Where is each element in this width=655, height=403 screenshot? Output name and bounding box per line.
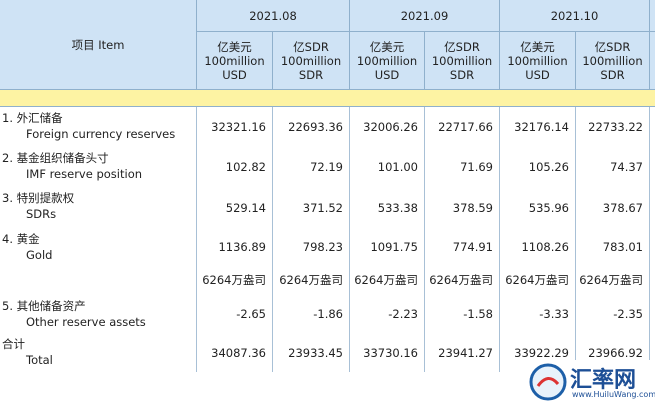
cell-value: 6264万盎司 bbox=[500, 265, 576, 295]
cell-value: 33922.29 bbox=[500, 333, 576, 372]
unit-text: 100million bbox=[507, 53, 568, 68]
yellow-band bbox=[0, 90, 655, 107]
cell-value: 22693.36 bbox=[273, 107, 350, 147]
row-label-en: Gold bbox=[26, 248, 53, 262]
row-label-en: Other reserve assets bbox=[26, 315, 146, 329]
unit-text: 亿SDR bbox=[293, 39, 329, 54]
cell-value: 6264万盎司 bbox=[273, 265, 350, 295]
cell-value: -3.33 bbox=[500, 295, 576, 333]
unit-header: 亿SDR 100million SDR bbox=[273, 32, 350, 90]
row-label-en: IMF reserve position bbox=[26, 167, 143, 181]
cell-value: 1108.26 bbox=[500, 228, 576, 265]
row-label-cn: 合计 bbox=[2, 337, 25, 351]
unit-text: USD bbox=[374, 67, 400, 82]
row-label-en: Foreign currency reserves bbox=[26, 127, 176, 141]
cell-value: 32006.26 bbox=[350, 107, 425, 147]
cell-value: 535.96 bbox=[500, 187, 576, 228]
cell-value: 1136.89 bbox=[197, 228, 273, 265]
cell-value: 798.23 bbox=[273, 228, 350, 265]
cell-value: 6264万盎司 bbox=[350, 265, 425, 295]
cell-value: 529.14 bbox=[197, 187, 273, 228]
cell-value: 774.91 bbox=[425, 228, 500, 265]
cell-value: 102.82 bbox=[197, 147, 273, 187]
cell-value: 34087.36 bbox=[197, 333, 273, 372]
cell-value: 23941.27 bbox=[425, 333, 500, 372]
cell-value bbox=[650, 187, 655, 228]
unit-text: 100million bbox=[582, 53, 643, 68]
row-label-cn: 5. 其他储备资产 bbox=[2, 299, 86, 313]
row-label-en: Total bbox=[26, 353, 53, 367]
row-label-cn: 3. 特别提款权 bbox=[2, 191, 75, 205]
cell-value: 6264万盎司 bbox=[576, 265, 650, 295]
left-divider bbox=[196, 107, 197, 372]
unit-header: 亿美元 100million USD bbox=[350, 32, 425, 90]
period-header: 2021.09 bbox=[350, 0, 500, 32]
unit-text: 亿美元 bbox=[217, 39, 252, 54]
cell-value: 533.38 bbox=[350, 187, 425, 228]
cell-value: -2.65 bbox=[197, 295, 273, 333]
watermark: 汇率网 www.HuiluWang.com bbox=[520, 360, 655, 403]
cell-value: -2.23 bbox=[350, 295, 425, 333]
unit-text: 100million bbox=[356, 53, 418, 68]
row-label-cn: 2. 基金组织储备头寸 bbox=[2, 151, 109, 165]
unit-header: 亿美元 100million USD bbox=[197, 32, 273, 90]
cell-value: 23966.92 bbox=[576, 333, 650, 372]
cell-value: 72.19 bbox=[273, 147, 350, 187]
cell-value: 6264万盎司 bbox=[425, 265, 500, 295]
unit-text: 亿SDR bbox=[594, 39, 631, 54]
cell-value: 23933.45 bbox=[273, 333, 350, 372]
cell-value: -1.58 bbox=[425, 295, 500, 333]
unit-header bbox=[650, 32, 655, 90]
watermark-url: www.HuiluWang.com bbox=[572, 390, 655, 399]
unit-text: SDR bbox=[298, 67, 324, 82]
unit-text: 100million bbox=[431, 53, 493, 68]
cell-value: -1.86 bbox=[273, 295, 350, 333]
cell-value bbox=[650, 265, 655, 295]
row-label-en: SDRs bbox=[26, 207, 57, 221]
cell-value: 105.26 bbox=[500, 147, 576, 187]
cell-value: 101.00 bbox=[350, 147, 425, 187]
unit-text: 亿美元 bbox=[369, 39, 405, 54]
unit-text: SDR bbox=[600, 67, 625, 82]
item-header: 项目 Item bbox=[0, 0, 197, 90]
cell-value: 22733.22 bbox=[576, 107, 650, 147]
unit-text: 亿美元 bbox=[520, 39, 555, 54]
cell-value: 74.37 bbox=[576, 147, 650, 187]
unit-header: 亿SDR 100million SDR bbox=[576, 32, 650, 90]
cell-value bbox=[650, 147, 655, 187]
cell-value: 1091.75 bbox=[350, 228, 425, 265]
watermark-title: 汇率网 bbox=[570, 367, 637, 393]
period-header: 2021.10 bbox=[500, 0, 650, 32]
watermark-logo bbox=[529, 363, 567, 401]
cell-value: 32321.16 bbox=[197, 107, 273, 147]
cell-value: 378.67 bbox=[576, 187, 650, 228]
cell-value bbox=[650, 107, 655, 147]
unit-header: 亿美元 100million USD bbox=[500, 32, 576, 90]
cell-value: 22717.66 bbox=[425, 107, 500, 147]
cell-value bbox=[650, 228, 655, 265]
row-label-cn: 4. 黄金 bbox=[2, 232, 40, 246]
row-label-cn: 1. 外汇储备 bbox=[2, 111, 63, 125]
unit-text: USD bbox=[525, 67, 550, 82]
cell-value: 783.01 bbox=[576, 228, 650, 265]
unit-text: 100million bbox=[280, 53, 342, 68]
unit-text: SDR bbox=[449, 67, 475, 82]
cell-value: 33730.16 bbox=[350, 333, 425, 372]
cell-value: 6264万盎司 bbox=[197, 265, 273, 295]
unit-text: 100million bbox=[204, 53, 265, 68]
period-header bbox=[650, 0, 655, 32]
cell-value: 32176.14 bbox=[500, 107, 576, 147]
cell-value bbox=[650, 295, 655, 333]
cell-value: 378.59 bbox=[425, 187, 500, 228]
period-header: 2021.08 bbox=[197, 0, 350, 32]
unit-text: USD bbox=[222, 67, 247, 82]
cell-value: 371.52 bbox=[273, 187, 350, 228]
unit-text: 亿SDR bbox=[444, 39, 480, 54]
cell-value: 71.69 bbox=[425, 147, 500, 187]
cell-value: -2.35 bbox=[576, 295, 650, 333]
unit-header: 亿SDR 100million SDR bbox=[425, 32, 500, 90]
